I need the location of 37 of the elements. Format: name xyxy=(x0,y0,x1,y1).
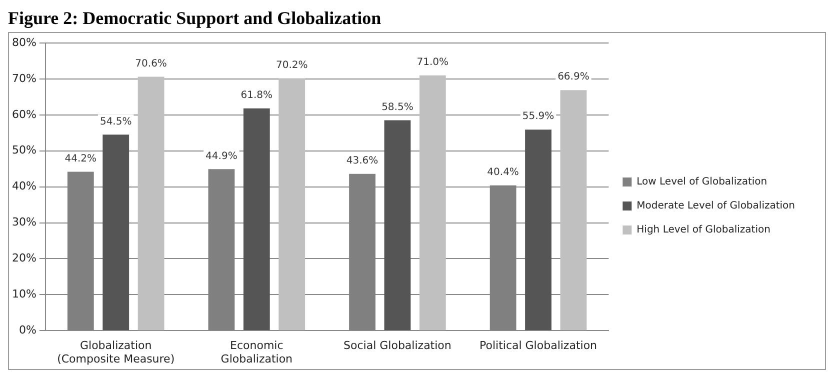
x-tick-label: Globalization (Composite Measure) xyxy=(57,339,175,366)
data-label: 44.2% xyxy=(64,153,97,164)
y-tick-label: 50% xyxy=(12,144,36,157)
bar xyxy=(384,120,411,330)
bar xyxy=(243,108,270,330)
y-tick-label: 10% xyxy=(12,288,36,301)
data-label: 70.2% xyxy=(276,60,308,71)
data-label: 66.9% xyxy=(558,72,590,83)
legend-label: High Level of Globalization xyxy=(636,224,770,236)
bar xyxy=(102,134,130,330)
y-tick-label: 40% xyxy=(12,180,36,193)
y-tick-label: 60% xyxy=(12,108,36,121)
data-label: 44.9% xyxy=(206,150,238,162)
chart-title: Figure 2: Democratic Support and Globalization xyxy=(8,8,382,30)
data-label: 58.5% xyxy=(382,102,414,113)
x-tick-label: Political Globalization xyxy=(479,339,598,352)
data-label: 43.6% xyxy=(346,155,378,166)
data-label: 71.0% xyxy=(416,56,449,68)
data-label: 55.9% xyxy=(522,111,554,122)
y-tick-label: 70% xyxy=(12,72,36,85)
data-label: 54.5% xyxy=(100,116,132,128)
bar xyxy=(278,78,306,330)
legend-label: Moderate Level of Globalization xyxy=(636,200,796,212)
y-tick-label: 80% xyxy=(12,36,36,49)
y-tick-label: 30% xyxy=(12,216,36,229)
data-label: 61.8% xyxy=(240,90,273,102)
data-label: 70.6% xyxy=(135,58,167,70)
y-tick-label: 20% xyxy=(12,252,36,265)
bar xyxy=(560,90,587,330)
bar xyxy=(525,130,552,330)
data-label: 40.4% xyxy=(487,166,519,178)
bar xyxy=(138,76,164,330)
legend-label: Low Level of Globalization xyxy=(636,176,768,188)
x-tick-label: Social Globalization xyxy=(344,339,452,352)
y-tick-label: 0% xyxy=(18,323,36,336)
x-tick-label: Economic Globalization xyxy=(220,339,293,366)
bar xyxy=(419,75,446,330)
